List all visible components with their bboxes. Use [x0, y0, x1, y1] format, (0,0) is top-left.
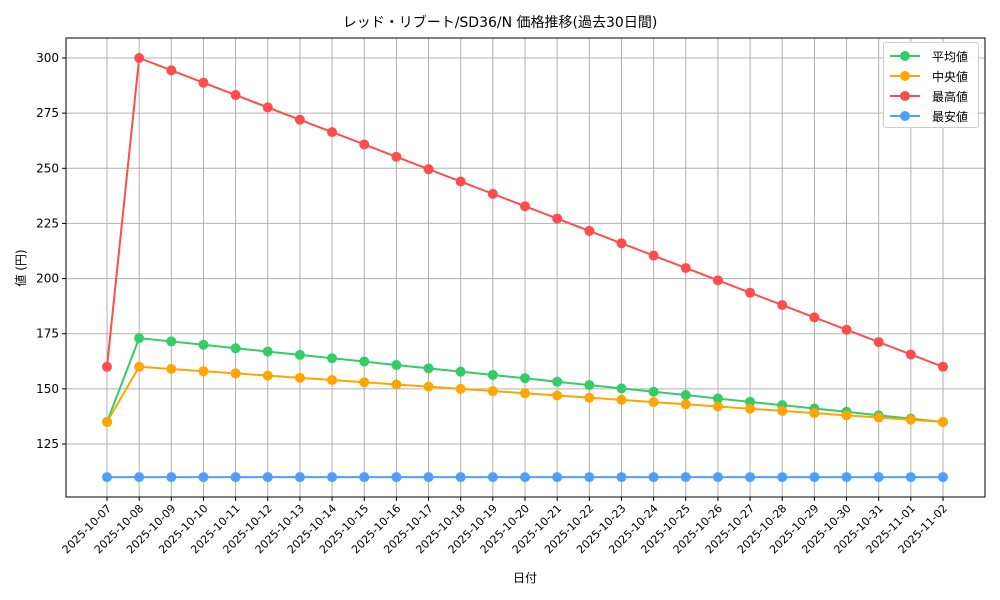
- line-marker-icon: [900, 91, 910, 101]
- chart-title: レッド・リブート/SD36/N 価格推移(過去30日間): [342, 15, 658, 31]
- legend-item-min: 最安値: [890, 106, 980, 126]
- line-marker-icon: [900, 111, 910, 121]
- svg-text:125: 125: [36, 437, 59, 451]
- line-marker-icon: [900, 71, 910, 81]
- data-series: [102, 53, 948, 483]
- svg-text:250: 250: [36, 161, 59, 175]
- svg-text:300: 300: [36, 51, 59, 65]
- svg-text:275: 275: [36, 106, 59, 120]
- svg-text:225: 225: [36, 216, 59, 230]
- svg-text:175: 175: [36, 327, 59, 341]
- y-axis-label: 値 (円): [13, 249, 28, 286]
- x-axis-label: 日付: [513, 571, 537, 585]
- legend-item-max: 最高値: [890, 86, 980, 106]
- legend-item-median: 中央値: [890, 66, 980, 86]
- svg-text:200: 200: [36, 272, 59, 286]
- svg-text:150: 150: [36, 382, 59, 396]
- x-axis: 2025-10-072025-10-082025-10-092025-10-10…: [60, 497, 950, 556]
- grid-lines: [66, 38, 985, 497]
- line-marker-icon: [900, 51, 910, 61]
- legend-item-average: 平均値: [890, 46, 980, 66]
- legend: 平均値 中央値 最高値 最安値: [883, 42, 979, 128]
- y-axis: 125 150 175 200 225 250 275 300: [36, 51, 66, 451]
